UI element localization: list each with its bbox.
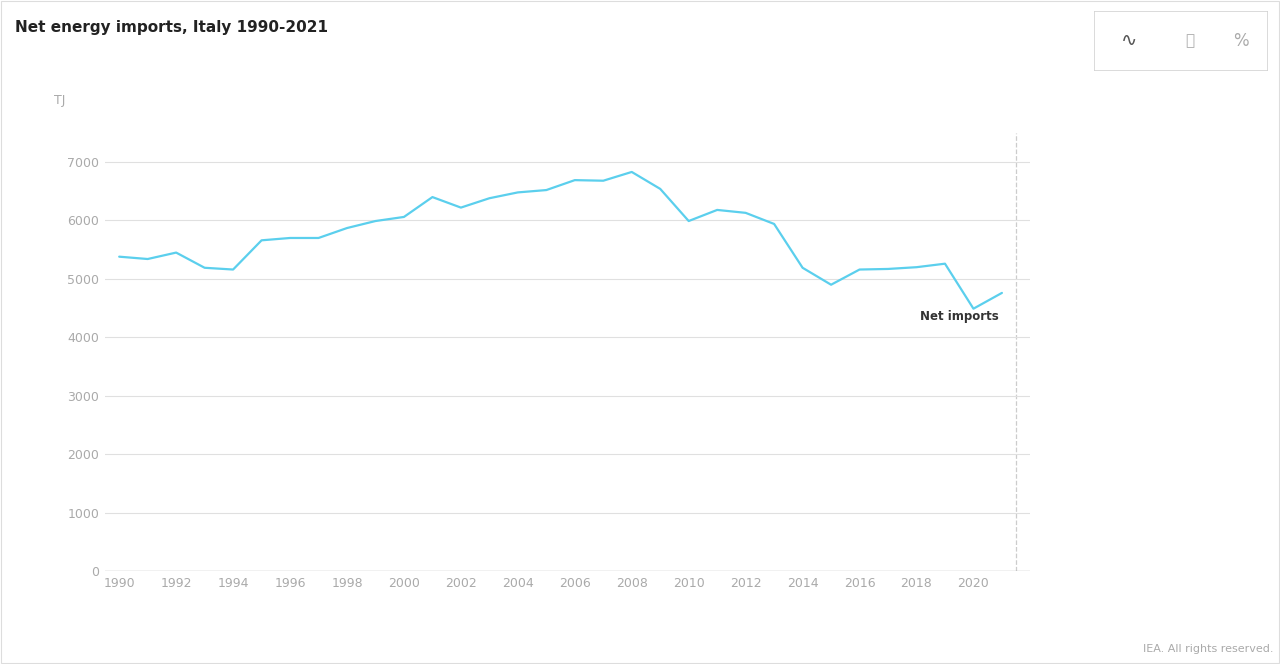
Text: ∿: ∿ [1121,31,1137,50]
Text: Net imports: Net imports [920,311,998,323]
Text: ⛰: ⛰ [1185,33,1194,48]
Text: Net energy imports, Italy 1990-2021: Net energy imports, Italy 1990-2021 [15,20,329,35]
Text: TJ: TJ [54,94,65,106]
Text: %: % [1234,31,1249,50]
Text: IEA. All rights reserved.: IEA. All rights reserved. [1143,644,1274,654]
